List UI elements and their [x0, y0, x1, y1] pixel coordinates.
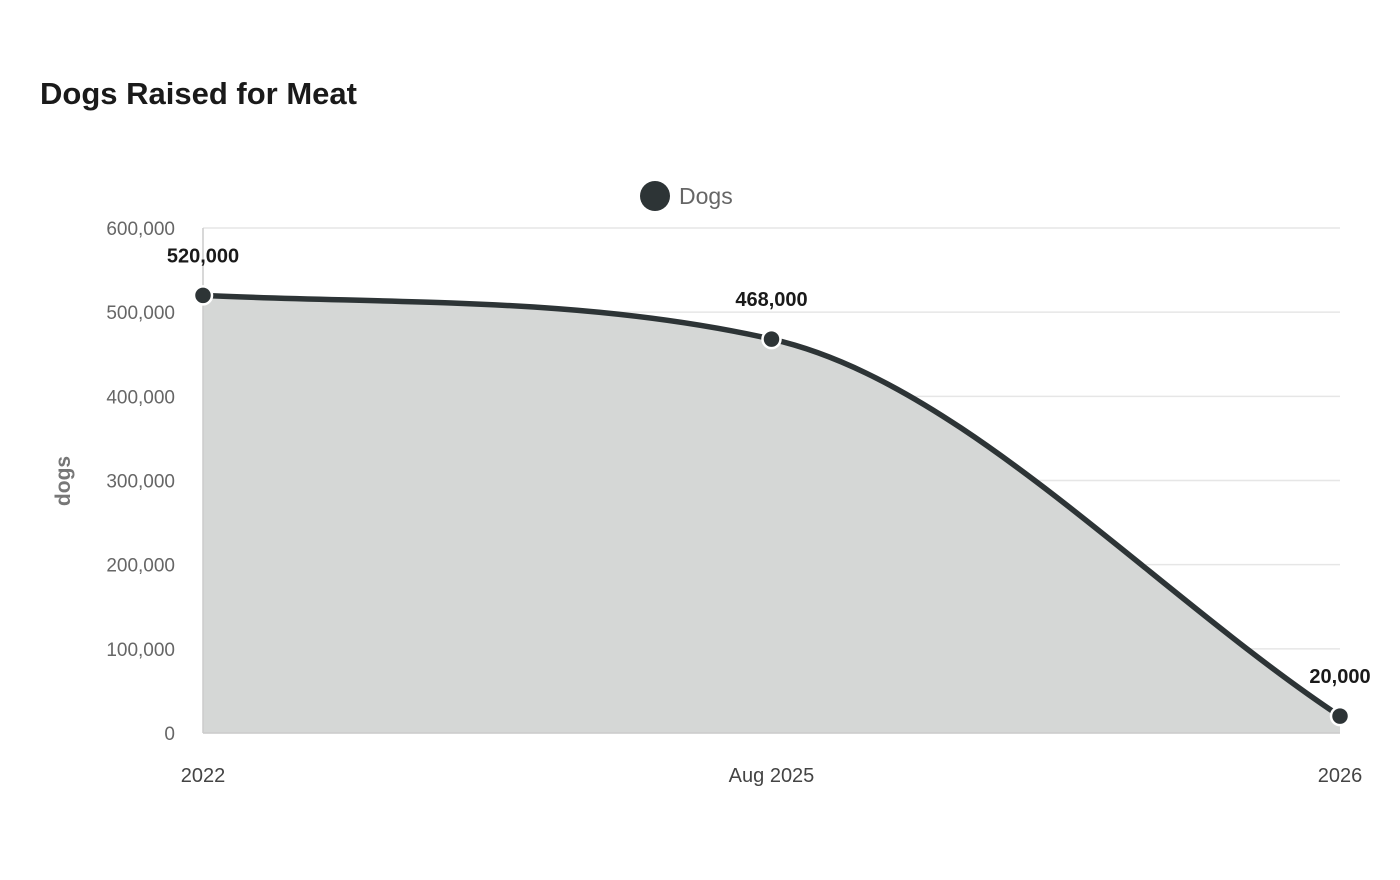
- x-tick-label: Aug 2025: [729, 765, 815, 787]
- y-tick-label: 100,000: [106, 640, 175, 661]
- legend-label-dogs[interactable]: Dogs: [679, 183, 733, 209]
- y-tick-label: 200,000: [106, 556, 175, 577]
- y-tick-label: 300,000: [106, 472, 175, 493]
- data-labels: 520,000 468,000 20,000: [167, 245, 1371, 688]
- axes: [202, 228, 1340, 734]
- y-tick-label: 500,000: [106, 303, 175, 324]
- series-area-dogs: [203, 295, 1340, 733]
- data-label: 520,000: [167, 245, 239, 267]
- data-point[interactable]: [761, 328, 782, 350]
- data-point[interactable]: [1329, 705, 1351, 727]
- area-layer: [200, 292, 1343, 733]
- data-label: 20,000: [1309, 666, 1370, 688]
- y-tick-label: 400,000: [106, 387, 175, 408]
- data-points: [192, 285, 1351, 727]
- series-line-dogs: [200, 292, 1343, 719]
- data-label: 468,000: [735, 289, 807, 311]
- y-axis-ticks: 0 100,000 200,000 300,000 400,000 500,000 600,…: [106, 219, 175, 745]
- y-axis-title: dogs: [52, 456, 75, 506]
- chart-title: Dogs Raised for Meat: [40, 76, 357, 111]
- data-point[interactable]: [192, 285, 214, 306]
- y-tick-label: 600,000: [106, 219, 175, 240]
- legend-marker-dogs[interactable]: [640, 181, 670, 211]
- x-tick-label: 2022: [181, 765, 226, 787]
- y-tick-label: 0: [164, 724, 175, 745]
- x-tick-label: 2026: [1318, 765, 1363, 787]
- x-axis-ticks: 2022 Aug 2025 2026: [181, 765, 1363, 787]
- legend: Dogs: [640, 181, 733, 211]
